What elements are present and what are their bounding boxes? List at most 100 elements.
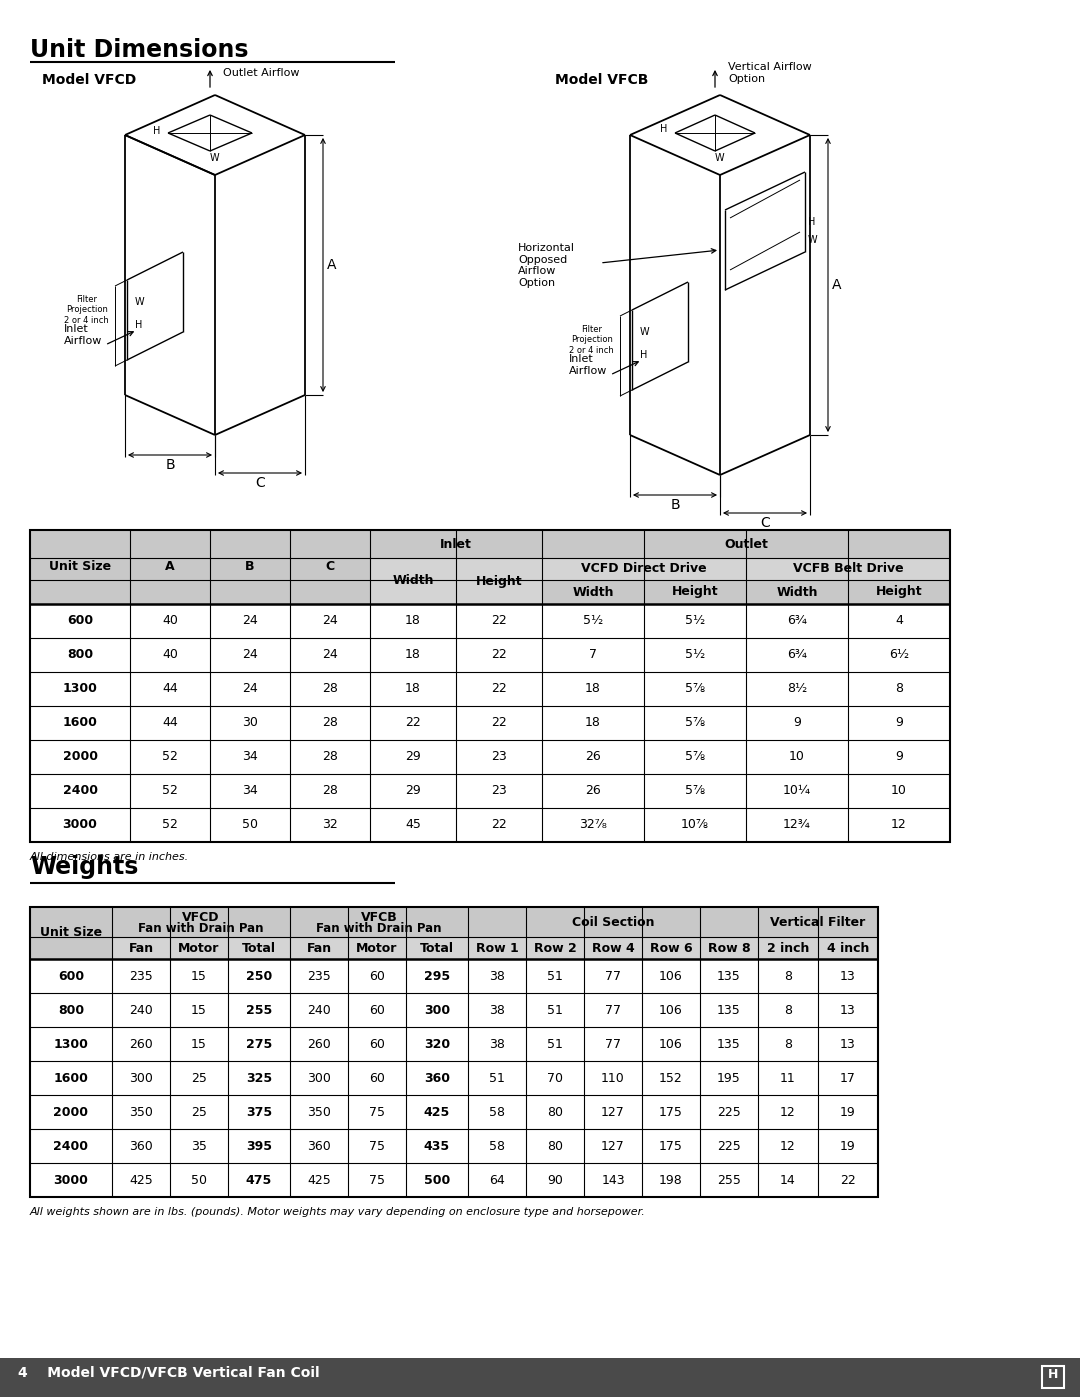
Bar [542,557,746,580]
Text: 240: 240 [130,1003,153,1017]
Text: 3000: 3000 [63,819,97,831]
Text: Vertical Filter: Vertical Filter [770,915,866,929]
Text: 77: 77 [605,970,621,982]
Bar [1042,1366,1064,1389]
Text: B: B [671,497,679,511]
Text: 1600: 1600 [54,1071,89,1084]
Text: 90: 90 [548,1173,563,1186]
Bar [291,529,370,604]
Text: 51: 51 [548,1038,563,1051]
Text: 5⅞: 5⅞ [685,785,705,798]
Text: 15: 15 [191,1038,207,1051]
Text: 17: 17 [840,1071,856,1084]
Text: A: A [327,258,337,272]
Text: 300: 300 [424,1003,450,1017]
Text: 2400: 2400 [54,1140,89,1153]
Text: 52: 52 [162,819,178,831]
Text: 300: 300 [307,1071,330,1084]
Text: 235: 235 [307,970,330,982]
Text: Weights: Weights [30,855,138,879]
Text: 325: 325 [246,1071,272,1084]
Text: VFCB: VFCB [361,911,397,923]
Text: 5⅞: 5⅞ [685,750,705,764]
Text: 106: 106 [659,970,683,982]
Bar [30,907,112,958]
Text: W: W [808,235,818,244]
Text: 135: 135 [717,1038,741,1051]
Bar [370,529,542,557]
Text: 2000: 2000 [63,750,97,764]
Text: 360: 360 [130,1140,153,1153]
Text: 106: 106 [659,1038,683,1051]
Text: 110: 110 [602,1071,625,1084]
Text: Height: Height [475,574,523,588]
Text: Vertical Airflow
Option: Vertical Airflow Option [728,63,812,84]
Text: 51: 51 [489,1071,505,1084]
Text: 500: 500 [423,1173,450,1186]
Text: 80: 80 [546,1105,563,1119]
Text: 28: 28 [322,785,338,798]
Text: 60: 60 [369,1071,384,1084]
Text: 52: 52 [162,750,178,764]
Text: 12: 12 [780,1140,796,1153]
Text: 77: 77 [605,1003,621,1017]
Text: 50: 50 [191,1173,207,1186]
Text: Coil Section: Coil Section [571,915,654,929]
Text: Inlet
Airflow: Inlet Airflow [64,324,102,346]
Text: 195: 195 [717,1071,741,1084]
Text: 255: 255 [246,1003,272,1017]
Text: 6¾: 6¾ [787,648,807,662]
Text: 24: 24 [242,648,258,662]
Text: 235: 235 [130,970,153,982]
Bar [758,907,878,937]
Text: 5⅞: 5⅞ [685,717,705,729]
Text: All weights shown are in lbs. (pounds). Motor weights may vary depending on encl: All weights shown are in lbs. (pounds). … [30,1207,646,1217]
Text: 127: 127 [602,1105,625,1119]
Text: 10¼: 10¼ [783,785,811,798]
Text: Fan: Fan [129,942,153,954]
Text: B: B [245,560,255,574]
Text: 60: 60 [369,1003,384,1017]
Text: 11: 11 [780,1071,796,1084]
Text: 4: 4 [895,615,903,627]
Text: 4    Model VFCD/VFCB Vertical Fan Coil: 4 Model VFCD/VFCB Vertical Fan Coil [18,1366,320,1380]
Text: W: W [639,327,649,337]
Text: 44: 44 [162,683,178,696]
Text: Motor: Motor [356,942,397,954]
Text: 26: 26 [585,785,600,798]
Text: 19: 19 [840,1140,855,1153]
Text: 58: 58 [489,1140,505,1153]
Text: Fan: Fan [307,942,332,954]
Bar [468,937,758,958]
Text: Total: Total [242,942,276,954]
Text: 75: 75 [369,1140,384,1153]
Text: Unit Dimensions: Unit Dimensions [30,38,248,61]
Bar [370,557,542,604]
Bar [542,580,746,604]
Text: 425: 425 [423,1105,450,1119]
Text: 255: 255 [717,1173,741,1186]
Text: Model VFCB: Model VFCB [555,73,648,87]
Text: 175: 175 [659,1140,683,1153]
Bar [30,907,878,1197]
Text: 360: 360 [307,1140,330,1153]
Text: 58: 58 [489,1105,505,1119]
Text: 8½: 8½ [787,683,807,696]
Text: 45: 45 [405,819,421,831]
Text: 24: 24 [322,648,338,662]
Text: Unit Size: Unit Size [40,926,103,940]
Bar [758,937,878,958]
Text: 22: 22 [491,819,507,831]
Text: 19: 19 [840,1105,855,1119]
Text: 51: 51 [548,1003,563,1017]
Text: H: H [135,320,143,330]
Text: 15: 15 [191,1003,207,1017]
Text: 260: 260 [307,1038,330,1051]
Text: Height: Height [672,585,718,598]
Text: 18: 18 [405,683,421,696]
Text: 5½: 5½ [685,648,705,662]
Text: H: H [1048,1368,1058,1382]
Text: 5⅞: 5⅞ [685,683,705,696]
Text: 295: 295 [424,970,450,982]
Text: 25: 25 [191,1071,207,1084]
